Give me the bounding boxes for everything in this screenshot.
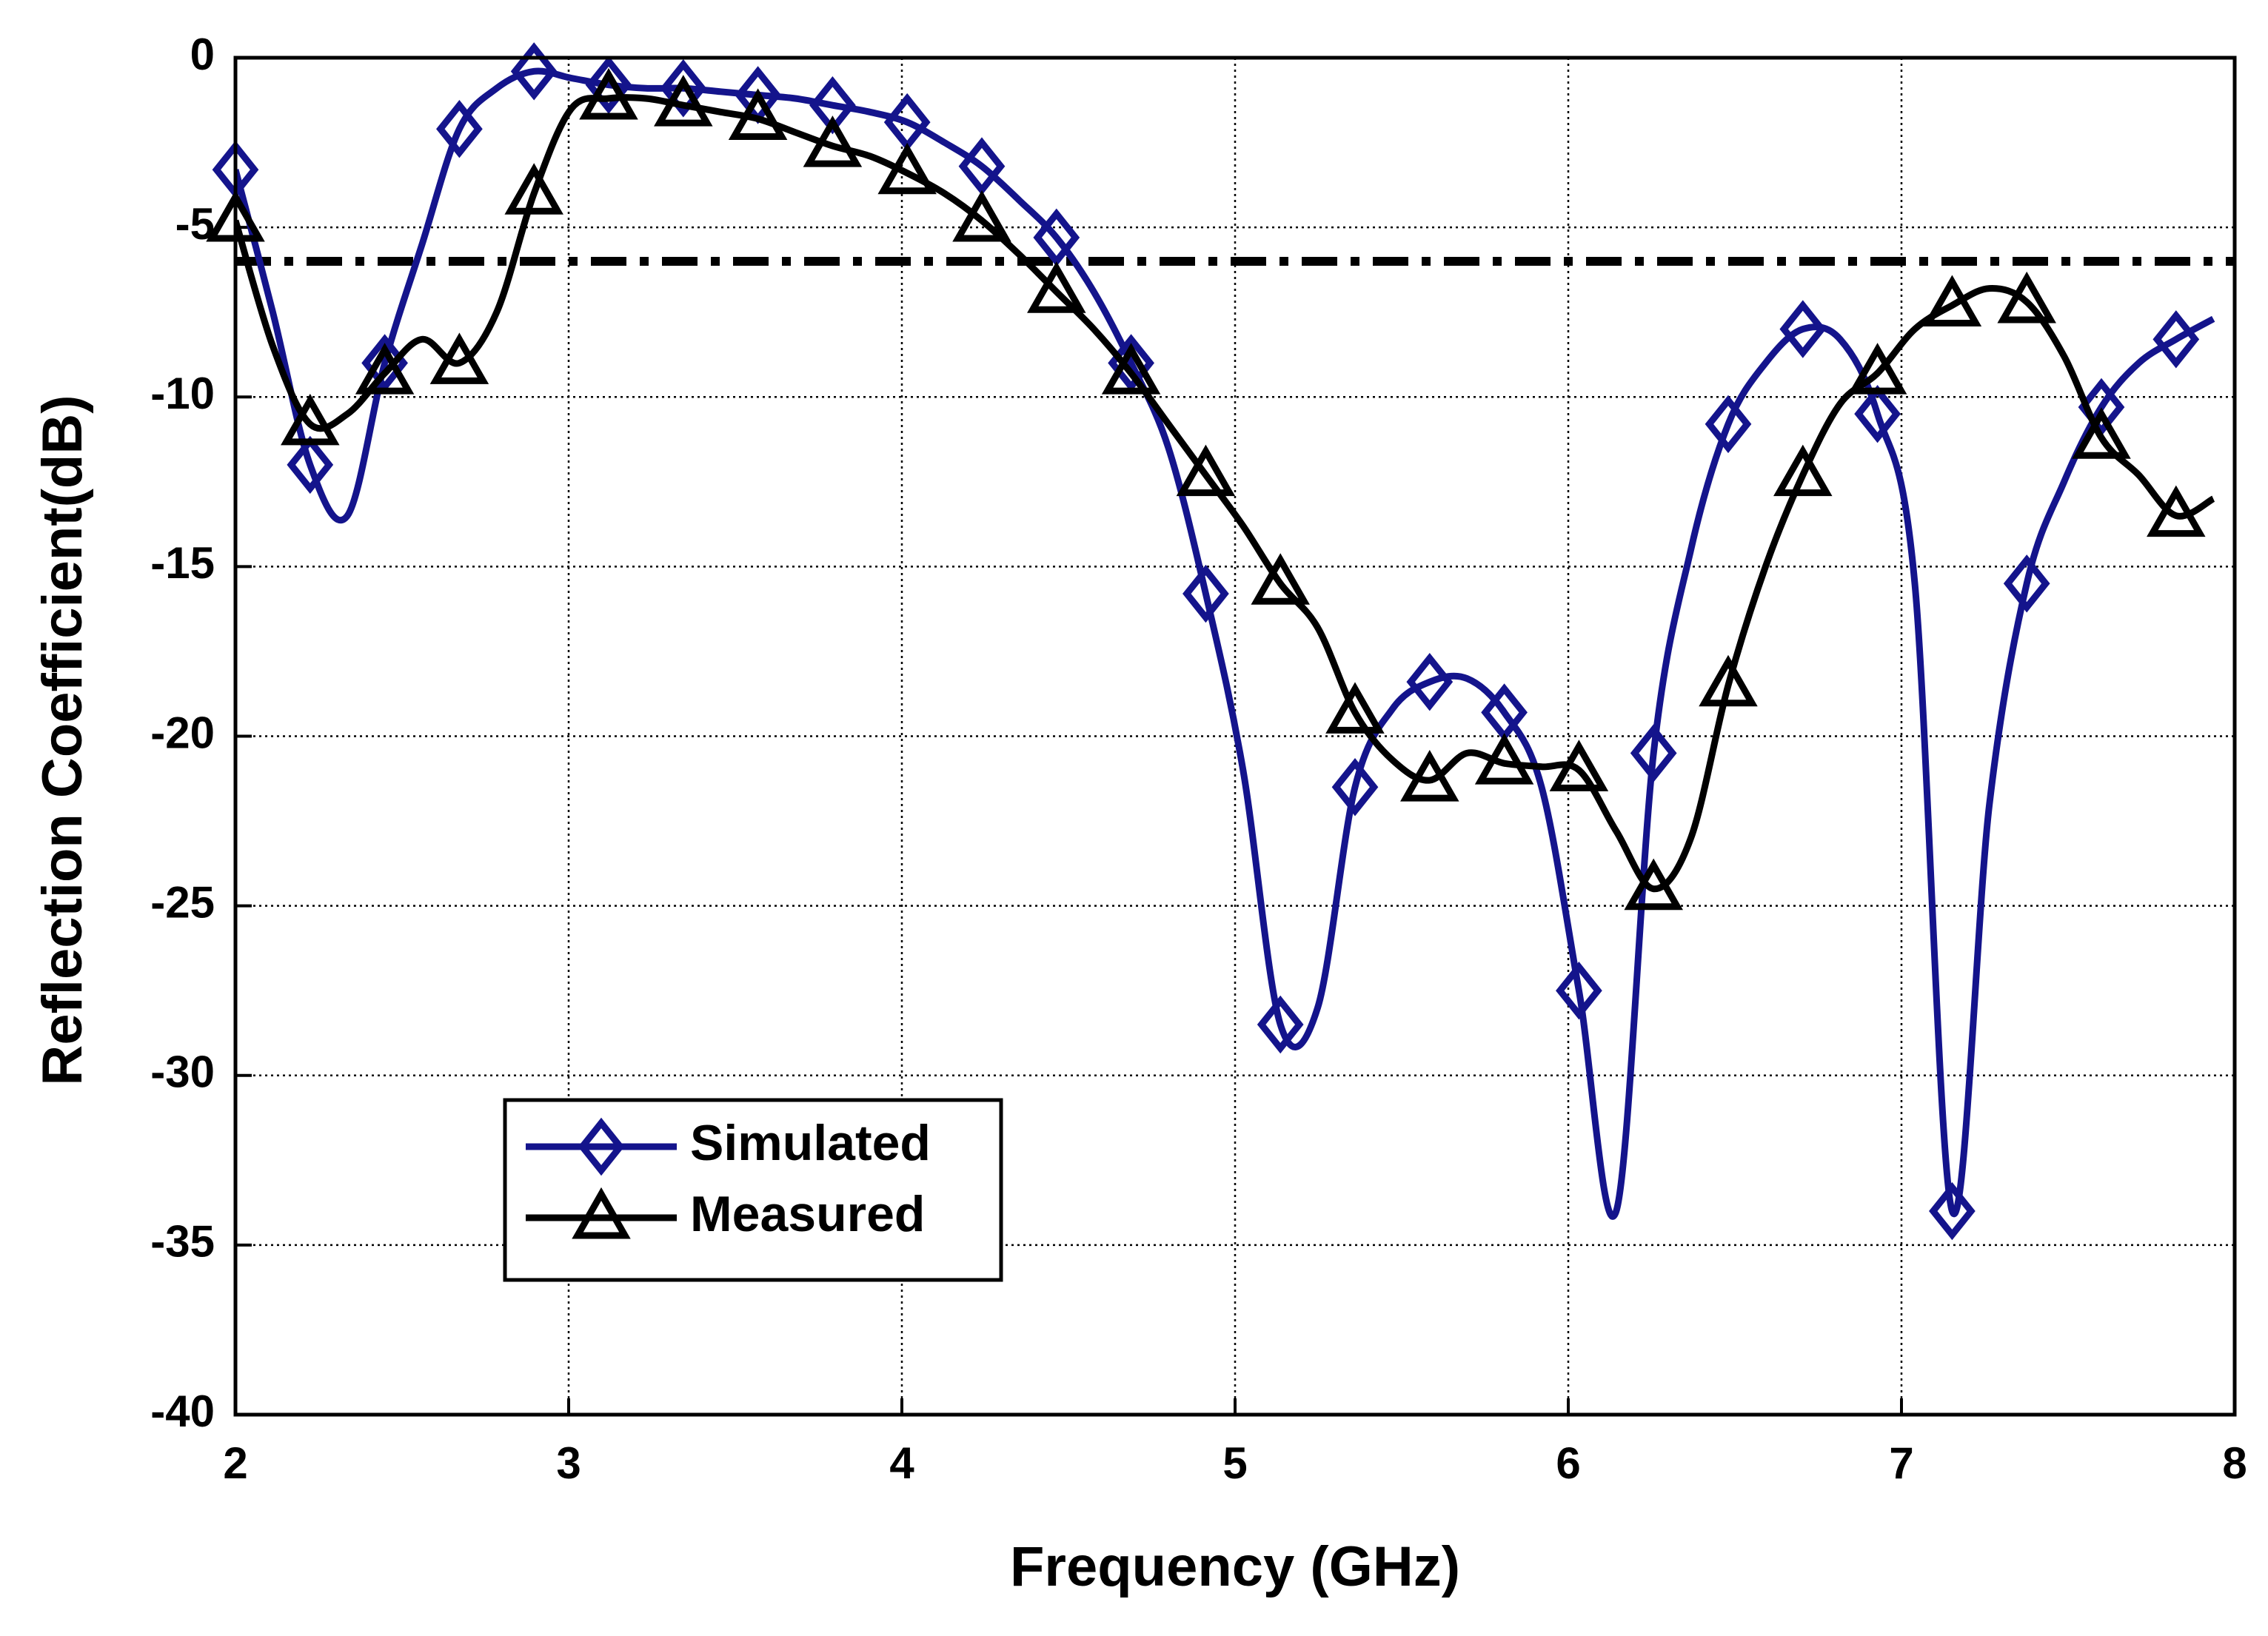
data-point — [803, 115, 863, 167]
data-point — [1257, 995, 1304, 1054]
y-tick-label: -15 — [150, 538, 215, 588]
data-point — [2078, 378, 2125, 437]
data-point — [355, 343, 415, 395]
y-tick-label: -25 — [150, 877, 215, 927]
x-tick-label: 7 — [1889, 1438, 1913, 1488]
data-point — [2003, 554, 2050, 613]
data-point — [660, 59, 707, 118]
y-tick-label: 0 — [190, 30, 215, 79]
data-point — [2152, 310, 2200, 369]
series-line — [235, 94, 2215, 893]
y-tick-label: -30 — [150, 1047, 215, 1097]
data-point — [1182, 564, 1229, 623]
x-axis-title: Frequency (GHz) — [1010, 1535, 1460, 1598]
data-point — [1997, 271, 2056, 323]
data-point — [1251, 553, 1310, 605]
x-tick-label: 4 — [889, 1438, 914, 1488]
data-point — [1773, 444, 1833, 497]
data-point — [2147, 485, 2206, 537]
data-point — [1101, 343, 1161, 395]
data-point — [504, 163, 563, 215]
data-point — [429, 332, 489, 384]
plot-frame — [233, 56, 2237, 1417]
data-point — [958, 137, 1006, 195]
data-point — [281, 393, 340, 446]
legend-marker — [572, 1187, 631, 1239]
data-point — [436, 100, 483, 158]
x-tick-label: 8 — [2222, 1438, 2247, 1488]
data-point — [1624, 858, 1683, 911]
data-point — [728, 88, 788, 140]
data-point — [1929, 1181, 1976, 1241]
data-point — [654, 75, 713, 127]
data-point — [1549, 740, 1609, 791]
y-tick-label: -10 — [150, 369, 215, 418]
x-tick-label: 3 — [556, 1438, 581, 1488]
y-axis-title: Reflection Coefficient(dB) — [31, 395, 94, 1085]
data-point — [1630, 724, 1677, 782]
data-point — [1400, 750, 1459, 802]
x-tick-label: 5 — [1222, 1438, 1247, 1488]
data-point — [2072, 407, 2131, 459]
data-point — [287, 435, 334, 495]
data-point — [510, 42, 558, 101]
data-point — [1406, 652, 1454, 711]
x-tick-label: 2 — [223, 1438, 247, 1488]
legend-label: Measured — [690, 1186, 925, 1242]
data-point — [877, 142, 937, 195]
y-tick-label: -35 — [150, 1217, 215, 1267]
data-point — [1779, 300, 1827, 358]
data-point — [1331, 758, 1379, 817]
data-point — [952, 190, 1011, 242]
data-point — [1556, 961, 1602, 1020]
legend-box — [503, 1098, 1003, 1282]
x-tick-label: 6 — [1556, 1438, 1580, 1488]
legend-label: Simulated — [690, 1115, 931, 1171]
data-point — [1847, 343, 1907, 395]
series-line — [235, 67, 2215, 1220]
data-point — [1033, 208, 1080, 267]
legend-marker — [578, 1117, 625, 1176]
data-point — [1027, 261, 1086, 313]
data-point — [1922, 275, 1982, 327]
data-point — [1699, 654, 1758, 707]
data-point — [1325, 682, 1385, 734]
y-tick-label: -20 — [150, 708, 215, 757]
data-point — [585, 56, 632, 114]
data-point — [1474, 733, 1534, 785]
data-point — [1854, 384, 1901, 443]
data-point — [1705, 395, 1752, 454]
data-point — [579, 67, 638, 120]
data-point — [1176, 444, 1236, 497]
y-tick-label: -40 — [150, 1387, 215, 1436]
legend: Simulated Measured — [503, 1098, 1003, 1282]
